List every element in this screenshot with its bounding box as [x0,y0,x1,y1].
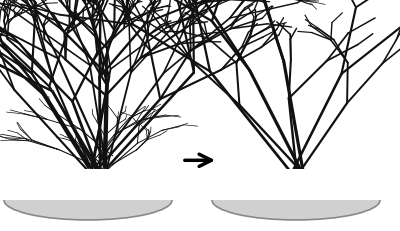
Bar [208,169,384,200]
Ellipse shape [212,180,380,220]
Ellipse shape [4,180,172,220]
Bar [0,169,176,200]
